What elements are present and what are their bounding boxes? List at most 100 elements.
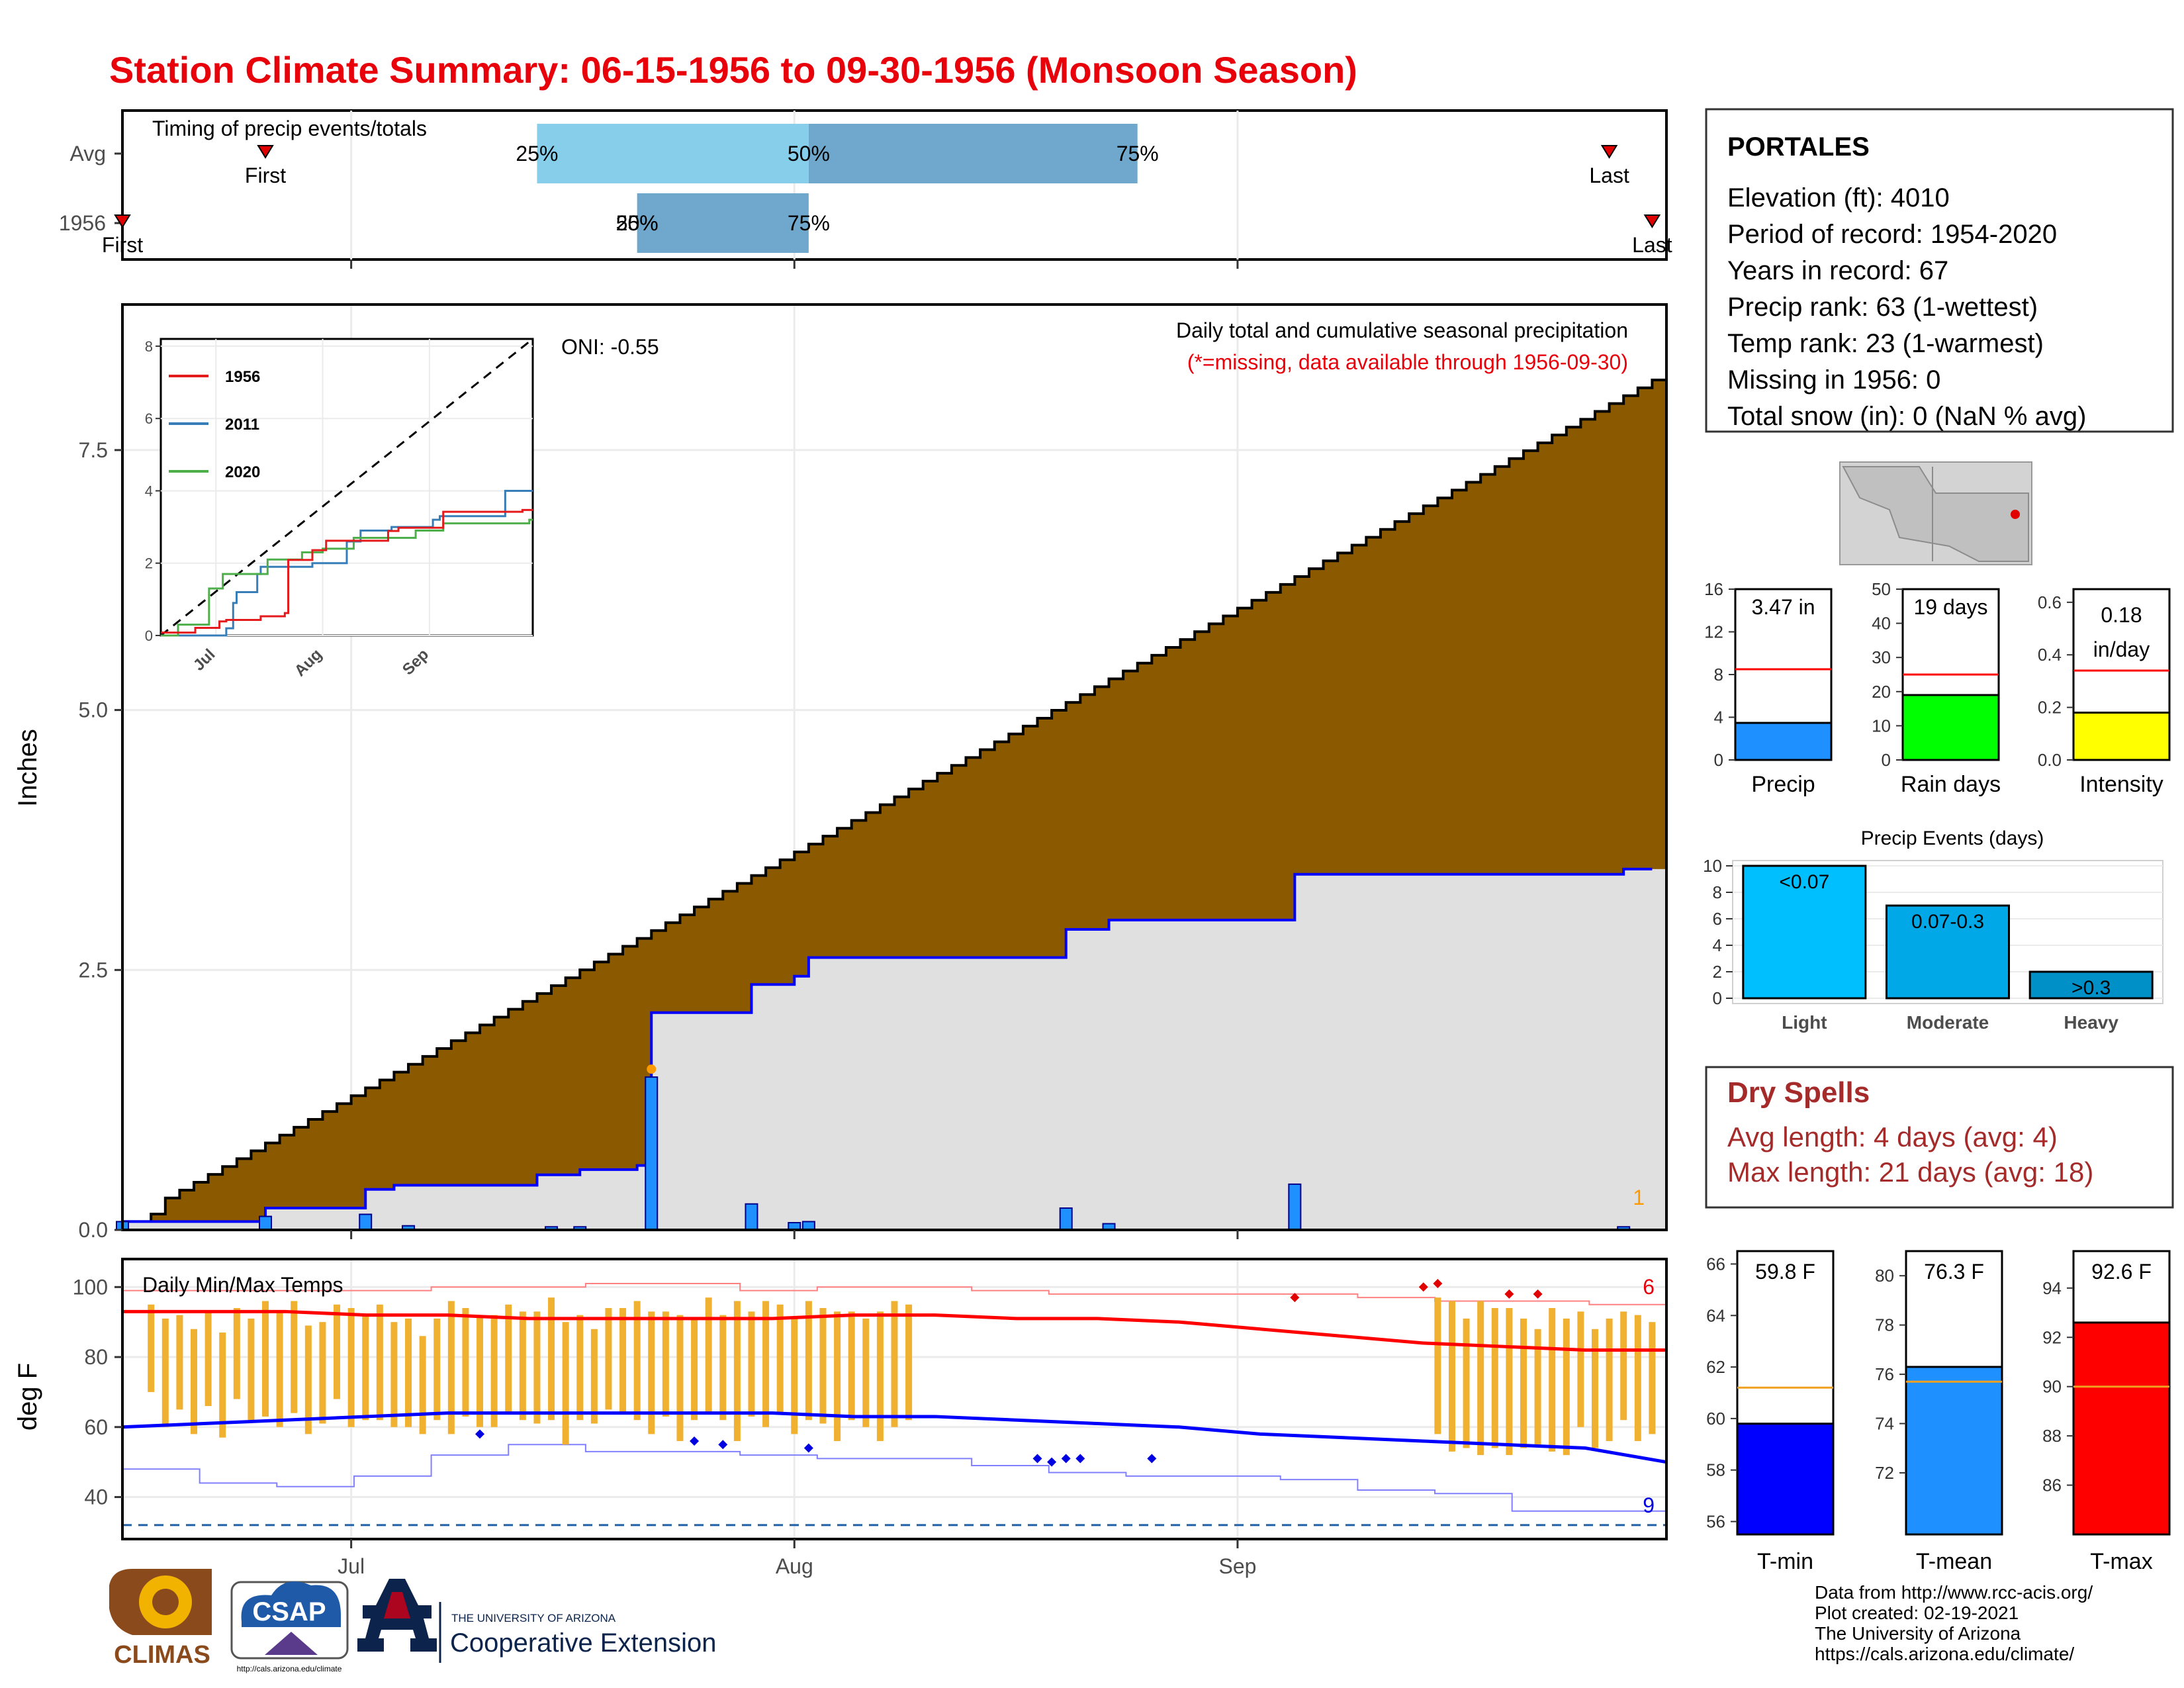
temp-summary-bar-t-min (1736, 1423, 1835, 1536)
footer: Data from http://www.rcc-acis.org/Plot c… (109, 1569, 2093, 1673)
daily-temp-range-bar (876, 1311, 884, 1441)
timing-first-label: First (102, 233, 143, 257)
temp-title: Daily Min/Max Temps (142, 1273, 343, 1297)
inset-1956-line (161, 508, 533, 634)
summary-bar-tick-label: 30 (1872, 647, 1891, 667)
inset-y-tick-label: 2 (145, 555, 153, 572)
summary-bar-precip (1734, 722, 1833, 761)
footer-credit-line: https://cals.arizona.edu/climate/ (1815, 1644, 2074, 1664)
precip-y-tick-label: 5.0 (79, 698, 108, 722)
record-low-marker (718, 1440, 728, 1450)
inset-legend-label: 1956 (225, 368, 260, 386)
timing-row-label: 1956 (59, 211, 106, 235)
precip-caption: Daily total and cumulative seasonal prec… (1176, 318, 1628, 342)
temp-y-tick-label: 60 (84, 1415, 108, 1439)
daily-precip-bar (359, 1213, 373, 1231)
event-category-label: Moderate (1907, 1012, 1989, 1033)
timing-first-marker (114, 214, 131, 228)
timing-q50-label: 50% (788, 142, 830, 165)
summary-bar-label: Intensity (2079, 772, 2163, 797)
timing-q75-label: 75% (1116, 142, 1159, 165)
record-max-count: 6 (1643, 1275, 1655, 1299)
events-tick-label: 8 (1713, 882, 1722, 902)
summary-bar-tick-label: 8 (1714, 665, 1723, 684)
precip-y-tick-label: 0.0 (79, 1218, 108, 1242)
daily-temp-range-bar (748, 1311, 755, 1417)
temp-panel: Daily Min/Max Temps 6 9 40 60 80 100 Jul Aug Sep d… (13, 1258, 1668, 1578)
summary-bar-intensity (2072, 712, 2171, 761)
record-high-marker (1504, 1289, 1514, 1299)
footer-credit-line: The University of Arizona (1815, 1623, 2021, 1644)
average-min-line (122, 1411, 1667, 1464)
timing-q75-label: 75% (788, 211, 830, 235)
precip-y-tick-label: 2.5 (79, 958, 108, 982)
daily-temp-range-bar (1649, 1322, 1656, 1434)
record-low-marker (1032, 1454, 1042, 1464)
daily-temp-range-bar (1534, 1329, 1541, 1445)
daily-temp-range-bar (276, 1311, 283, 1427)
daily-temp-range-bar (891, 1301, 898, 1427)
daily-temp-range-bar (191, 1329, 198, 1434)
climas-logo-core (152, 1589, 179, 1615)
temp-summary-label: T-min (1757, 1549, 1813, 1574)
dry-spells-max: Max length: 21 days (avg: 18) (1727, 1156, 2093, 1188)
timing-first-marker (257, 145, 274, 159)
daily-temp-range-bar (1563, 1318, 1570, 1456)
daily-temp-range-bar (233, 1308, 240, 1399)
temp-y-axis-label: deg F (13, 1363, 42, 1430)
temp-summary-tick-label: 56 (1706, 1512, 1725, 1532)
daily-temp-range-bar (819, 1308, 827, 1424)
daily-precip-bar (259, 1215, 273, 1231)
daily-temp-range-bar (205, 1311, 212, 1407)
summary-bar-tick-label: 0.4 (2038, 645, 2062, 665)
temp-summary-tick-label: 92 (2042, 1327, 2062, 1347)
temp-summary-value: 59.8 F (1755, 1260, 1815, 1284)
daily-precip-bar (1288, 1183, 1302, 1231)
daily-temp-range-bar (519, 1311, 526, 1421)
daily-temp-range-bar (433, 1318, 441, 1421)
record-min-line (122, 1444, 1666, 1512)
daily-temp-range-bar (390, 1322, 398, 1427)
daily-temp-range-bar (1520, 1318, 1527, 1448)
event-bar-heavy (2028, 970, 2154, 1000)
timing-last-label: Last (1632, 233, 1672, 257)
daily-temp-range-bar (590, 1329, 598, 1424)
timing-last-label: Last (1589, 164, 1629, 187)
record-low-marker (1047, 1457, 1057, 1467)
daily-temp-range-bar (776, 1304, 784, 1413)
daily-temp-range-bar (834, 1311, 841, 1441)
daily-temp-range-bar (1606, 1318, 1613, 1441)
temp-summary-bar-t-max (2072, 1321, 2171, 1536)
year-cumulative-area (122, 868, 1666, 1230)
daily-temp-range-bar (1577, 1311, 1584, 1427)
daily-temp-range-bar (405, 1318, 412, 1427)
station-info-line: Years in record: 67 (1727, 256, 1948, 285)
csap-logo-cloud (241, 1581, 341, 1627)
temp-summary-tick-label: 88 (2042, 1426, 2062, 1446)
summary-bar-tick-label: 0 (1882, 750, 1891, 770)
summary-bar-value: 19 days (1913, 595, 1987, 619)
csap-logo-text: CSAP (252, 1597, 326, 1626)
dry-spells-box (1705, 1066, 2174, 1209)
temp-summary-tick-label: 66 (1706, 1254, 1725, 1274)
daily-precip-bar (745, 1203, 758, 1231)
daily-temp-range-bar (619, 1308, 627, 1413)
precip-frame (121, 303, 1668, 1231)
daily-temp-range-bar (477, 1315, 484, 1427)
record-high-marker (1418, 1282, 1428, 1292)
daily-temp-range-bar (304, 1325, 312, 1434)
summary-bar-tick-label: 16 (1704, 579, 1723, 599)
daily-temp-range-bar (633, 1301, 641, 1421)
summary-bar-tick-label: 0.2 (2038, 698, 2062, 718)
record-low-marker (803, 1443, 813, 1453)
daily-precip-bar (645, 1076, 659, 1231)
event-category-label: Heavy (2064, 1012, 2118, 1033)
station-name: PORTALES (1727, 132, 1870, 162)
record-high-marker (1433, 1279, 1443, 1289)
temp-frame (121, 1258, 1668, 1540)
event-bar-label: 0.07-0.3 (1911, 911, 1984, 933)
timing-panel: Timing of precip events/totals Avg 1956 25%… (59, 109, 1672, 269)
summary-bar-label: Rain days (1901, 772, 2001, 797)
ua-name: THE UNIVERSITY OF ARIZONA (451, 1612, 616, 1624)
temp-summary-tick-label: 60 (1706, 1409, 1725, 1429)
